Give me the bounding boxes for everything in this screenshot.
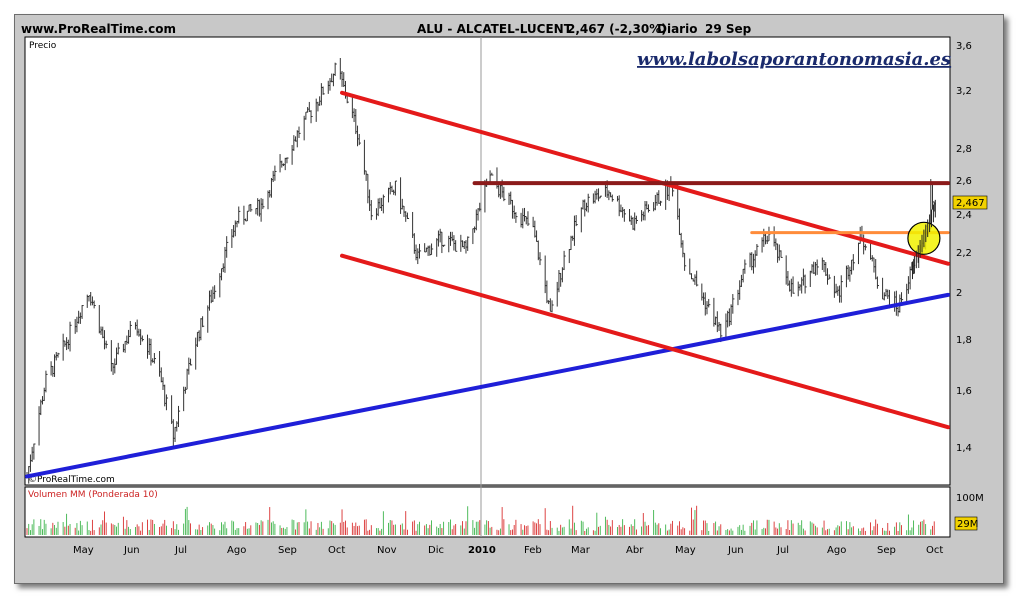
y-tick-label: 2,8: [956, 144, 972, 155]
date-label: 29 Sep: [705, 22, 752, 36]
x-tick-label: Jul: [776, 545, 789, 556]
x-tick-label: May: [73, 545, 94, 556]
x-tick-label: Ago: [227, 545, 246, 556]
last-price-label: 2,467: [956, 198, 985, 209]
last-volume-marker: 29M: [954, 516, 978, 531]
period-label: Diario: [657, 22, 697, 36]
y-tick-label: 3,6: [956, 41, 972, 52]
x-tick-label: Oct: [328, 545, 345, 556]
x-tick-label: Sep: [877, 545, 896, 556]
x-tick-year: 2010: [468, 545, 496, 556]
trendline-support: [25, 292, 950, 479]
price-panel: [24, 36, 951, 486]
last-quote: 2,467 (-2,30%): [567, 22, 667, 36]
x-tick-label: Jun: [727, 545, 744, 556]
trendlines: [25, 90, 950, 479]
last-price-marker: 2,467: [952, 195, 988, 210]
breakout-highlight: [907, 199, 941, 280]
copyright-label: ©ProRealTime.com: [28, 475, 115, 485]
x-tick-label: May: [675, 545, 696, 556]
x-tick-label: Jul: [174, 545, 187, 556]
x-tick-label: Abr: [626, 545, 644, 556]
last-price-box: [952, 195, 988, 210]
x-tick-label: Jun: [123, 545, 140, 556]
last-volume-box: [954, 516, 978, 531]
y-tick-label: 1,6: [956, 386, 972, 397]
price-panel-label: Precio: [29, 41, 57, 51]
x-tick-label: Mar: [571, 545, 591, 556]
watermark-url: www.labolsaporantonomasia.es: [637, 49, 951, 70]
trendline-channel-lower: [340, 253, 950, 430]
y-tick-label: 3,2: [956, 86, 972, 97]
x-tick-label: Ago: [827, 545, 846, 556]
time-axis: May Jun Jul Ago Sep Oct Nov Dic 2010 Feb…: [73, 545, 943, 556]
y-tick-label: 2,2: [956, 248, 972, 259]
last-volume-label: 29M: [957, 519, 978, 530]
y-tick-label: 2,6: [956, 176, 972, 187]
x-tick-label: Feb: [524, 545, 542, 556]
y-tick-label: 1,4: [956, 443, 972, 454]
y-tick-label: 1,8: [956, 335, 972, 346]
volume-tick-label: 100M: [956, 493, 984, 504]
x-tick-label: Nov: [377, 545, 397, 556]
price-bars: [26, 58, 936, 484]
x-tick-label: Dic: [428, 545, 444, 556]
x-tick-label: Sep: [278, 545, 297, 556]
y-tick-label: 2,4: [956, 210, 972, 221]
chart-window: www.ProRealTime.com ALU - ALCATEL-LUCENT…: [14, 14, 1004, 584]
instrument-name: ALU - ALCATEL-LUCENT: [417, 22, 573, 36]
volume-bars: [26, 505, 935, 535]
volume-panel-label: Volumen MM (Ponderada 10): [28, 490, 158, 500]
y-tick-label: 2: [956, 288, 962, 299]
trendline-channel-upper: [340, 90, 950, 266]
x-tick-label: Oct: [926, 545, 943, 556]
volume-panel: [24, 486, 951, 538]
site-title: www.ProRealTime.com: [21, 22, 176, 36]
chart-canvas: www.ProRealTime.com ALU - ALCATEL-LUCENT…: [21, 22, 988, 556]
price-axis: 3,6 3,2 2,8 2,6 2,4 2,2 2 1,8 1,6 1,4: [956, 41, 972, 454]
